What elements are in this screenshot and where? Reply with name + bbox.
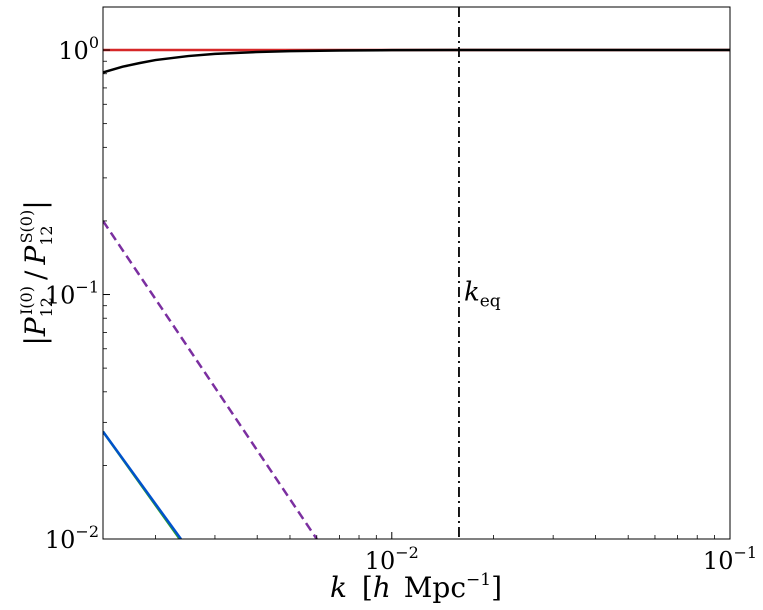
y-axis-ticks: 10−2 10−1 100 xyxy=(45,33,110,554)
y-tick-label: 10−2 xyxy=(45,522,99,554)
series-layer xyxy=(103,48,730,539)
y-axis-label: |P12I(0)/P12S(0)| xyxy=(17,200,56,345)
series-line-4 xyxy=(103,430,182,539)
x-tick-label: 10−1 xyxy=(703,543,757,575)
plot-frame xyxy=(102,6,731,540)
series-line-1 xyxy=(103,48,730,74)
series-line-2 xyxy=(103,220,318,539)
x-tick-label: 10−2 xyxy=(365,543,419,575)
vline-layer: keq xyxy=(458,7,501,539)
k-eq-label: keq xyxy=(464,278,501,312)
y-tick-label: 10−1 xyxy=(45,278,99,310)
y-tick-label: 100 xyxy=(58,33,99,65)
x-axis-ticks: 10−2 10−1 xyxy=(154,532,757,575)
x-axis-label: k [h Mpc−1] xyxy=(330,570,502,604)
plot-background xyxy=(103,7,730,539)
